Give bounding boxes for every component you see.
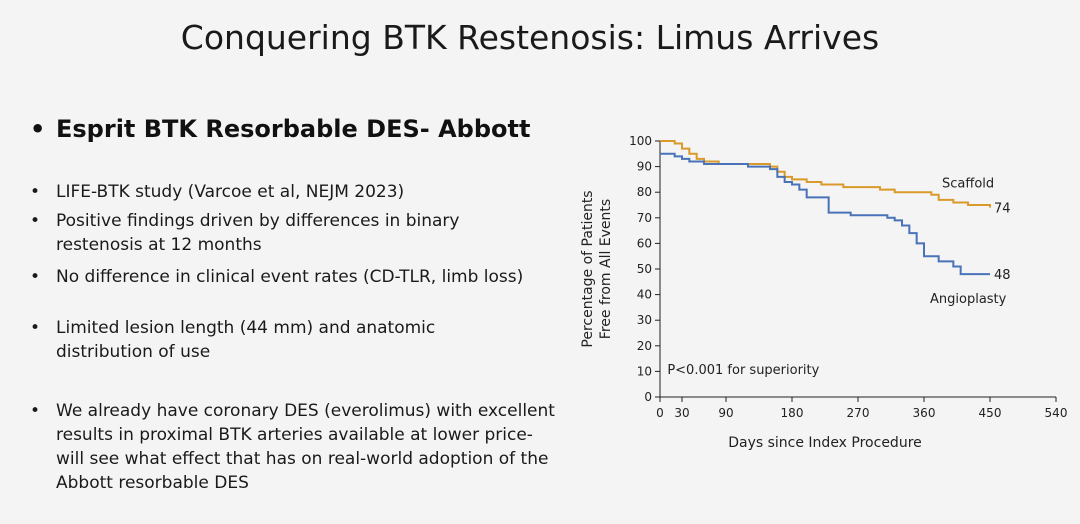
x-axis-label: Days since Index Procedure [728,435,922,451]
sub-bullet-text: Positive findings driven by differences … [56,211,460,255]
y-axis-label-line1: Percentage of Patients [580,190,596,347]
bullet-icon: • [30,401,41,421]
series-name-label: Scaffold [942,177,994,192]
y-tick-label: 20 [637,339,652,353]
sub-bullet-text: LIFE-BTK study (Varcoe et al, NEJM 2023) [56,182,405,202]
x-tick-label: 360 [913,406,936,420]
x-tick-label: 0 [656,406,664,420]
y-axis-label-line2: Free from All Events [598,199,614,339]
slide-title: Conquering BTK Restenosis: Limus Arrives [180,18,880,57]
main-bullet-text: Esprit BTK Resorbable DES- Abbott [56,115,531,143]
sub-bullet-text: Limited lesion length (44 mm) and anatom… [56,318,436,362]
y-tick-label: 70 [637,211,652,225]
y-tick-label: 80 [637,185,652,199]
x-tick-label: 30 [674,406,689,420]
km-chart: 0 10 20 30 40 50 60 70 80 90 100 0 30 90 180 270 360 450 5… [570,125,1070,465]
series-end-label: 48 [994,268,1011,283]
series-end-label: 74 [994,202,1011,217]
y-tick-label: 30 [637,313,652,327]
bullet-icon: • [30,115,46,143]
y-tick-label: 40 [637,288,652,302]
y-tick-label: 100 [629,134,652,148]
sub-bullet: • Positive findings driven by difference… [30,209,570,257]
x-tick-label: 180 [781,406,804,420]
series-name-label: Angioplasty [930,292,1007,307]
chart-axes: 0 10 20 30 40 50 60 70 80 90 100 0 30 90 180 270 360 450 5… [629,134,1067,420]
sub-bullet: • No difference in clinical event rates … [30,265,570,289]
bullet-icon: • [30,318,41,338]
y-tick-label: 90 [637,160,652,174]
sub-bullet: • Limited lesion length (44 mm) and anat… [30,316,570,364]
p-value-annotation: P<0.001 for superiority [667,363,819,378]
sub-bullet-text: No difference in clinical event rates (C… [56,267,524,287]
y-tick-label: 50 [637,262,652,276]
sub-bullet: • We already have coronary DES (everolim… [30,399,570,495]
series-line-scaffold [660,140,991,208]
y-tick-label: 10 [637,364,652,378]
sub-bullet-text: We already have coronary DES (everolimus… [56,401,555,493]
y-tick-label: 60 [637,236,652,250]
series-line-angioplasty [660,152,990,276]
x-tick-label: 270 [847,406,870,420]
x-tick-label: 450 [979,406,1002,420]
main-bullet: • Esprit BTK Resorbable DES- Abbott [30,115,530,143]
bullet-icon: • [30,267,41,287]
x-tick-label: 540 [1045,406,1068,420]
y-tick-label: 0 [644,390,652,404]
bullet-icon: • [30,182,41,202]
x-tick-label: 90 [718,406,733,420]
bullet-icon: • [30,211,41,231]
km-chart-svg: 0 10 20 30 40 50 60 70 80 90 100 0 30 90 180 270 360 450 5… [580,134,1067,451]
sub-bullet: • LIFE-BTK study (Varcoe et al, NEJM 202… [30,180,570,204]
sub-bullet-list: • LIFE-BTK study (Varcoe et al, NEJM 202… [30,180,570,495]
